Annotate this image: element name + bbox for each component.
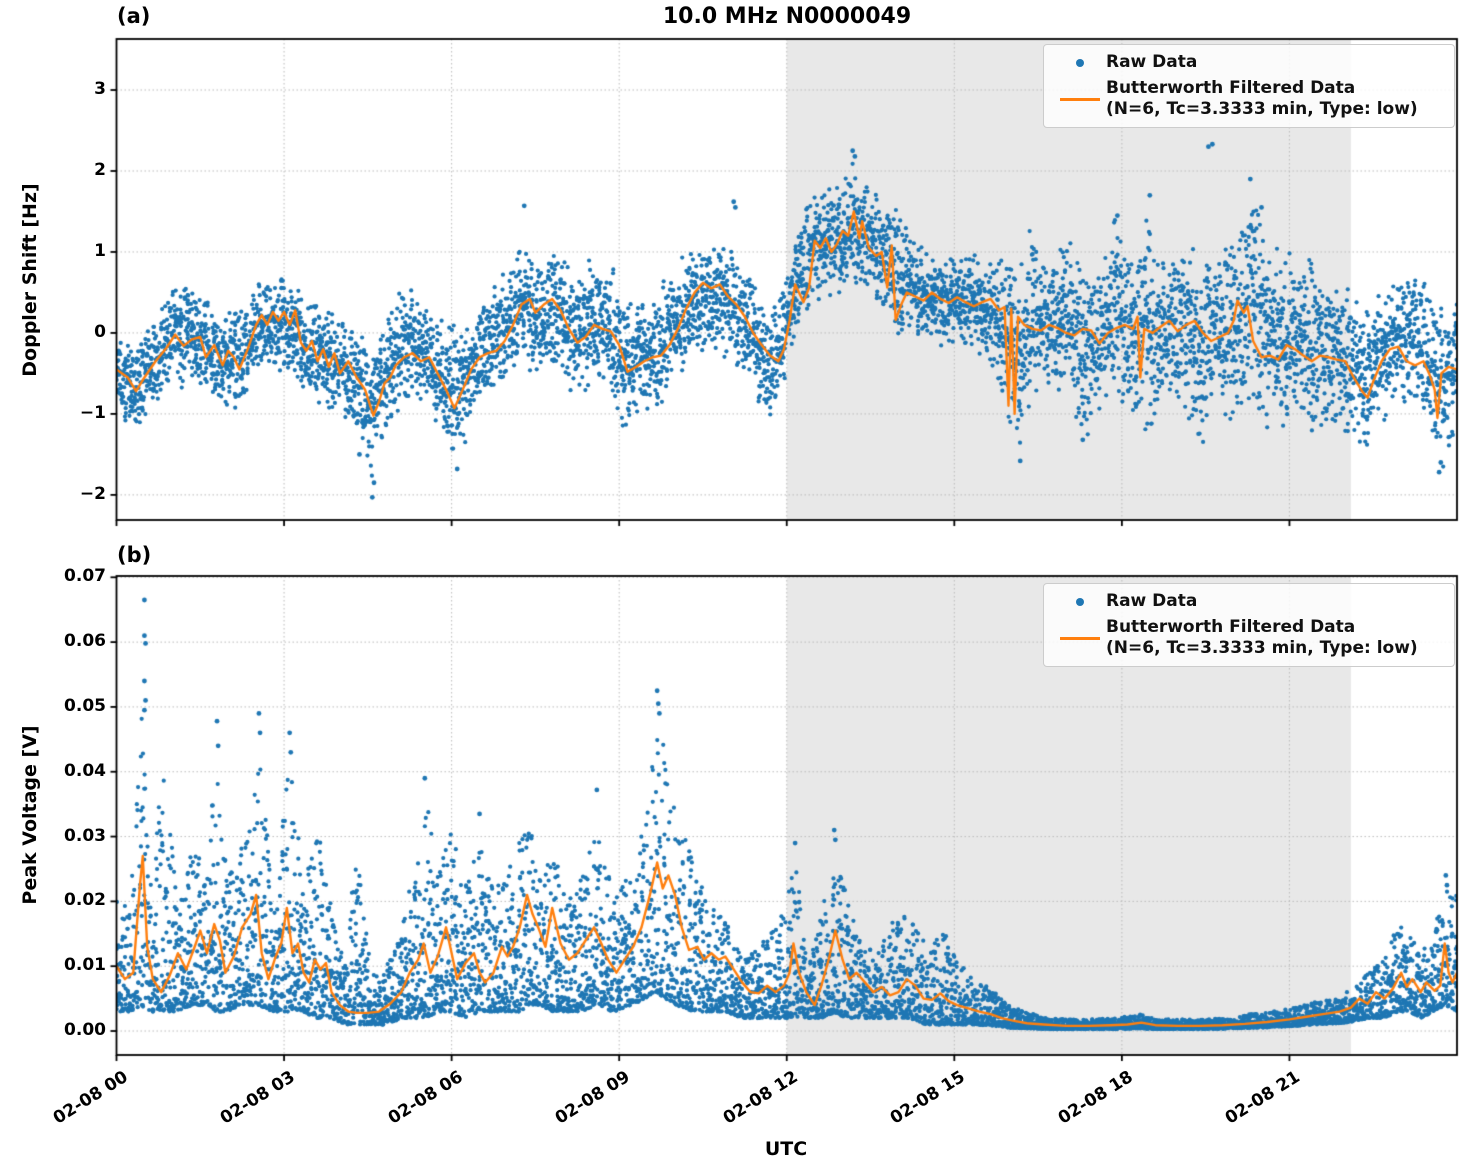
y-tick-label: 2: [94, 159, 106, 180]
y-tick-label: 0.06: [64, 631, 106, 652]
y-tick-label: 3: [94, 79, 106, 99]
chart-title: 10.0 MHz N0000049: [662, 4, 912, 29]
legend-item-filtered: Butterworth Filtered Data (N=6, Tc=3.333…: [1054, 617, 1442, 659]
y-tick-label: 1: [94, 240, 106, 261]
y-axis-label-doppler: Doppler Shift [Hz]: [19, 183, 41, 377]
legend-filtered-label-line1: Butterworth Filtered Data: [1106, 78, 1356, 98]
y-tick-label: 0.00: [64, 1020, 106, 1041]
x-axis-label-utc: UTC: [764, 1138, 808, 1160]
panel-b-label: (b): [117, 543, 152, 567]
y-tick-label: 0: [94, 321, 106, 342]
y-tick-label: 0.01: [64, 955, 106, 976]
legend-raw-label: Raw Data: [1106, 52, 1198, 72]
y-tick-label: −1: [79, 402, 106, 423]
y-tick-label: 0.02: [64, 890, 106, 911]
legend-item-raw: Raw Data: [1054, 52, 1442, 74]
legend-filtered-label-line1: Butterworth Filtered Data: [1106, 617, 1356, 637]
legend-panel-b: Raw Data Butterworth Filtered Data (N=6,…: [1043, 583, 1455, 667]
filtered-line-icon: [1054, 617, 1106, 659]
legend-filtered-label-line2: (N=6, Tc=3.3333 min, Type: low): [1106, 638, 1418, 658]
y-tick-label: 0.05: [64, 695, 106, 716]
raw-data-dot-icon: [1054, 591, 1106, 613]
y-axis-label-voltage: Peak Voltage [V]: [19, 725, 41, 905]
y-tick-label: 0.04: [64, 760, 106, 781]
legend-raw-label: Raw Data: [1106, 591, 1198, 611]
y-tick-label: 0.07: [64, 566, 106, 587]
legend-item-filtered: Butterworth Filtered Data (N=6, Tc=3.333…: [1054, 78, 1442, 120]
raw-data-dot-icon: [1054, 52, 1106, 74]
panel-a-label: (a): [117, 4, 151, 28]
legend-panel-a: Raw Data Butterworth Filtered Data (N=6,…: [1043, 44, 1455, 128]
legend-item-raw: Raw Data: [1054, 591, 1442, 613]
y-tick-label: 0.03: [64, 825, 106, 846]
filtered-line-icon: [1054, 78, 1106, 120]
legend-filtered-label-line2: (N=6, Tc=3.3333 min, Type: low): [1106, 99, 1418, 119]
y-tick-label: −2: [79, 483, 106, 504]
